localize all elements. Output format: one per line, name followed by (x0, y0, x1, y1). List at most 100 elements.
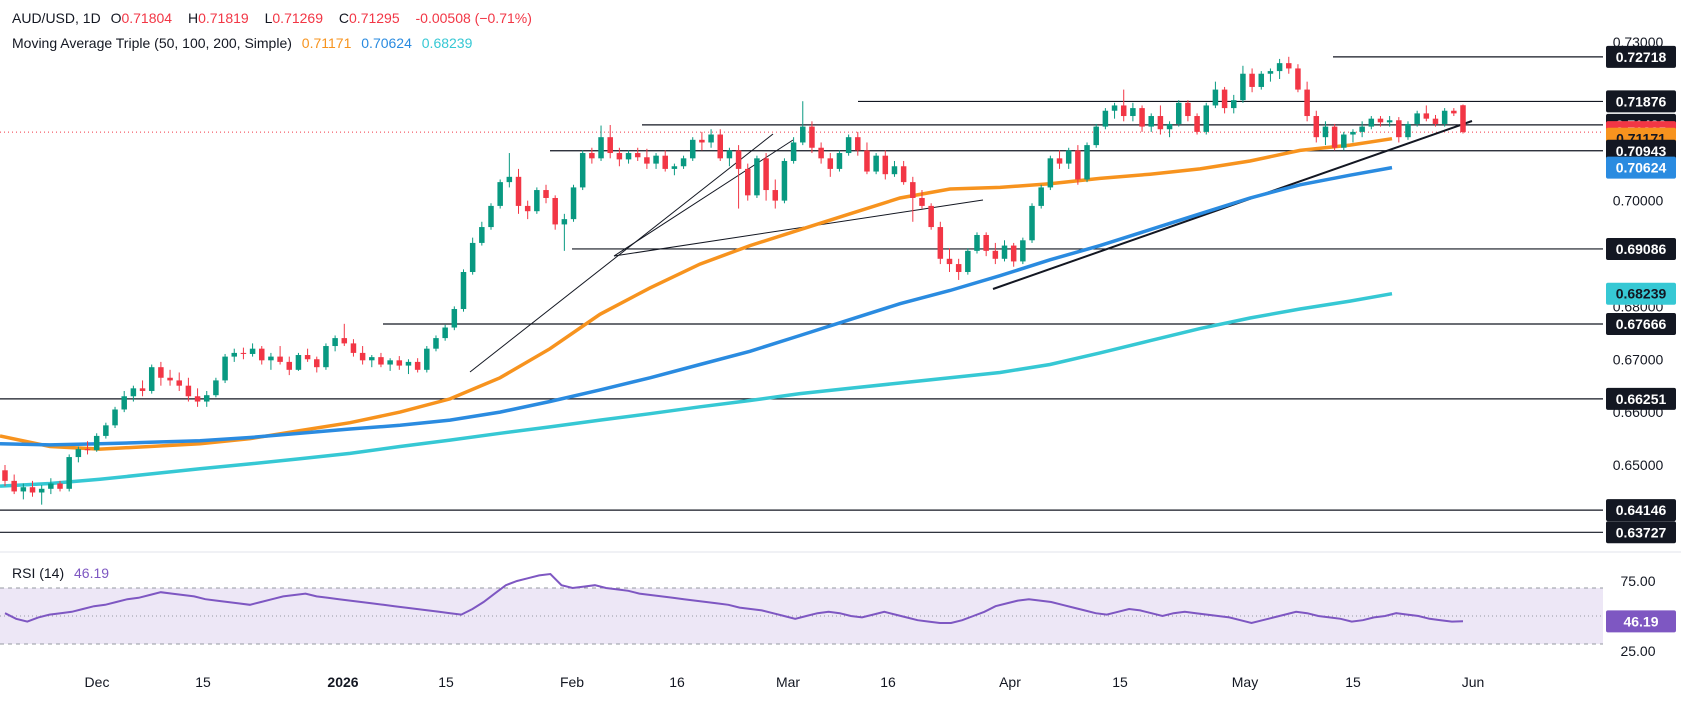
candle-body (1386, 120, 1393, 123)
price-tag (1606, 282, 1676, 305)
open-label: O (110, 10, 122, 26)
candle-body (396, 360, 403, 366)
trendline (613, 199, 984, 257)
candle-body (1221, 89, 1228, 109)
candle-body (185, 385, 192, 397)
low-label: L (264, 10, 273, 26)
candle-body (1056, 158, 1063, 164)
time-tick-label: May (1232, 674, 1258, 690)
price-legend: AUD/USD, 1D O0.71804 H0.71819 L0.71269 C… (12, 10, 538, 26)
candle-body (983, 234, 989, 251)
candle-body (708, 134, 714, 143)
candle-body (1093, 126, 1099, 146)
price-tick-label: 0.67000 (1613, 351, 1664, 367)
candle-body (1276, 63, 1283, 72)
candle-body (1075, 150, 1081, 180)
candle-body (754, 158, 760, 196)
high-value: 0.71819 (198, 10, 249, 26)
candle-body (543, 190, 549, 198)
candle-body (442, 327, 448, 339)
candle-body (222, 356, 228, 381)
candle-body (1414, 113, 1420, 124)
price-tag (1606, 90, 1676, 113)
candle-body (469, 242, 476, 273)
rsi-tick-label: 25.00 (1620, 643, 1655, 659)
candle-body (1102, 110, 1109, 127)
candle-body (1350, 131, 1356, 135)
candle-body (735, 150, 742, 169)
candle-body (103, 425, 109, 436)
candle-body (726, 150, 733, 159)
candle-body (20, 487, 27, 492)
price-tick-label: 0.70000 (1613, 193, 1664, 209)
candle-body (1203, 105, 1209, 132)
time-tick-label: 16 (669, 674, 685, 690)
price-tag-label: 0.69086 (1616, 241, 1667, 257)
candle-body (1295, 68, 1301, 90)
rsi-value-tag-label: 46.19 (1623, 613, 1658, 629)
candle-body (1194, 116, 1200, 132)
candle-body (84, 449, 91, 451)
candle-body (552, 197, 558, 225)
candle-body (745, 168, 751, 196)
price-tag (1606, 139, 1676, 162)
price-tag (1606, 156, 1676, 179)
price-tag-label: 0.66251 (1616, 391, 1667, 407)
candle-body (689, 139, 696, 159)
price-tag-label: 0.63727 (1616, 524, 1667, 540)
candle-body (414, 361, 421, 370)
time-tick-label: 15 (195, 674, 211, 690)
candle-body (974, 234, 980, 251)
candle-body (479, 227, 485, 243)
candle-body (809, 126, 815, 148)
candle-body (1130, 108, 1136, 117)
candle-body (424, 348, 430, 370)
time-tick-label: Jun (1462, 674, 1485, 690)
candle-body (662, 155, 668, 169)
candle-body (1231, 100, 1237, 109)
price-tag-label: 0.70624 (1616, 160, 1667, 176)
ma50-line (0, 136, 1393, 451)
candle-body (203, 395, 210, 402)
candle-body (176, 380, 182, 386)
candle-body (1368, 118, 1375, 127)
candle-body (57, 483, 63, 489)
candle-body (304, 355, 311, 360)
ma100-value: 0.70624 (361, 35, 412, 51)
candle-body (598, 137, 604, 159)
candle-body (1185, 102, 1191, 117)
candle-body (818, 147, 824, 159)
candle-body (1286, 63, 1292, 69)
candle-body (1010, 245, 1017, 262)
candle-body (1001, 245, 1008, 259)
candle-body (1405, 123, 1411, 138)
candle-body (1331, 126, 1338, 148)
candle-body (1166, 123, 1173, 130)
candle-body (1341, 134, 1347, 148)
candle-body (130, 388, 137, 397)
candle-body (433, 338, 439, 349)
time-tick-label: 2026 (327, 674, 358, 690)
candle-body (29, 487, 36, 493)
candle-body (75, 449, 82, 458)
candle-body (451, 309, 458, 328)
ma200-line (0, 291, 1393, 488)
candle-body (286, 361, 293, 370)
close-value: 0.71295 (349, 10, 400, 26)
rsi-legend-value: 46.19 (74, 565, 110, 581)
candle-body (387, 360, 393, 365)
candle-body (341, 338, 348, 344)
price-tag-label: 0.71876 (1616, 93, 1667, 109)
price-tag (1606, 521, 1676, 544)
candle-body (231, 352, 237, 357)
candle-body (1240, 73, 1246, 101)
candle-body (1460, 105, 1466, 133)
candle-body (1120, 105, 1127, 117)
candle-body (378, 357, 384, 365)
candle-body (946, 258, 953, 265)
candle-body (607, 137, 613, 154)
open-value: 0.71804 (121, 10, 173, 26)
candle-body (488, 205, 494, 228)
candle-body (497, 182, 503, 206)
candle-body (965, 250, 971, 273)
